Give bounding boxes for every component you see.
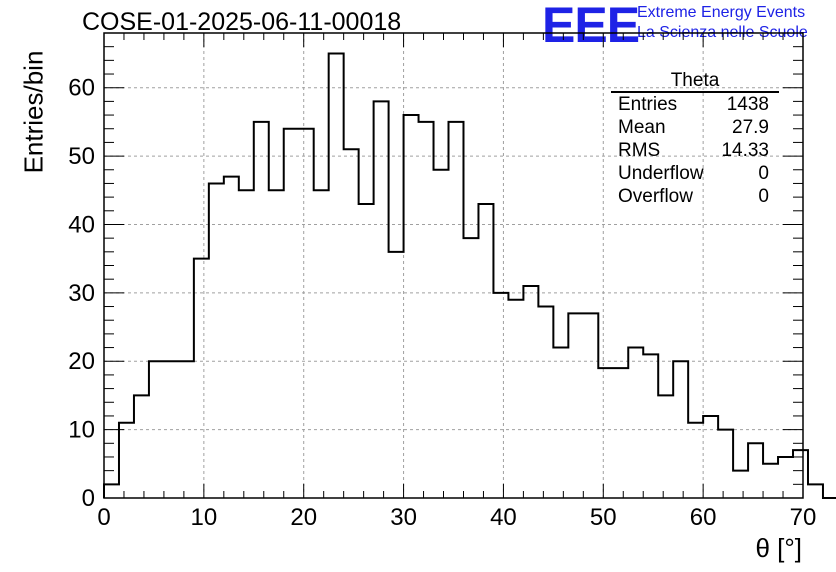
stats-row-underflow: Underflow 0 [611,162,779,185]
x-tick-label: 10 [191,504,218,531]
stats-label: Entries [618,94,678,115]
axes [103,32,804,499]
y-tick-label: 20 [68,348,95,375]
x-tick-label: 30 [390,504,417,531]
x-tick-label: 0 [97,504,110,531]
chart-title: COSE-01-2025-06-11-00018 [82,8,402,36]
stats-row-mean: Mean 27.9 [611,116,779,139]
stats-label: RMS [618,140,661,161]
grid-lines [104,33,803,498]
stats-title: Theta [611,71,779,93]
stats-row-overflow: Overflow 0 [611,185,779,208]
logo-line-1: Extreme Energy Events [637,4,806,21]
y-tick-label: 30 [68,280,95,307]
stats-label: Overflow [618,186,693,207]
tick-labels: 0 10 20 30 40 50 60 70 0 10 20 30 40 50 60 [68,75,816,531]
stats-value: 27.9 [732,117,769,138]
stats-box: Theta Entries 1438 Mean 27.9 RMS 14.33 Underfl… [611,71,779,208]
eee-logo: EEE [542,0,640,53]
x-tick-label: 40 [490,504,517,531]
histogram-line [103,52,836,499]
stats-label: Underflow [618,163,704,184]
x-axis-label: θ [°] [755,533,802,563]
y-tick-label: 50 [68,143,95,170]
y-tick-label: 10 [68,417,95,444]
stats-rows: Entries 1438 Mean 27.9 RMS 14.33 Underflow 0 Ove… [611,93,779,208]
stats-value: 0 [758,186,769,207]
x-tick-label: 20 [290,504,317,531]
stats-value: 14.33 [721,140,769,161]
y-tick-label: 0 [82,485,95,512]
x-tick-label: 50 [590,504,617,531]
x-tick-label: 60 [690,504,717,531]
x-tick-label: 70 [790,504,817,531]
stats-value: 0 [758,163,769,184]
stats-label: Mean [618,117,666,138]
stats-value: 1438 [726,94,769,115]
stats-row-entries: Entries 1438 [611,93,779,116]
histogram-bins [103,52,836,499]
y-tick-label: 40 [68,211,95,238]
y-tick-label: 60 [68,75,95,102]
stats-row-rms: RMS 14.33 [611,139,779,162]
